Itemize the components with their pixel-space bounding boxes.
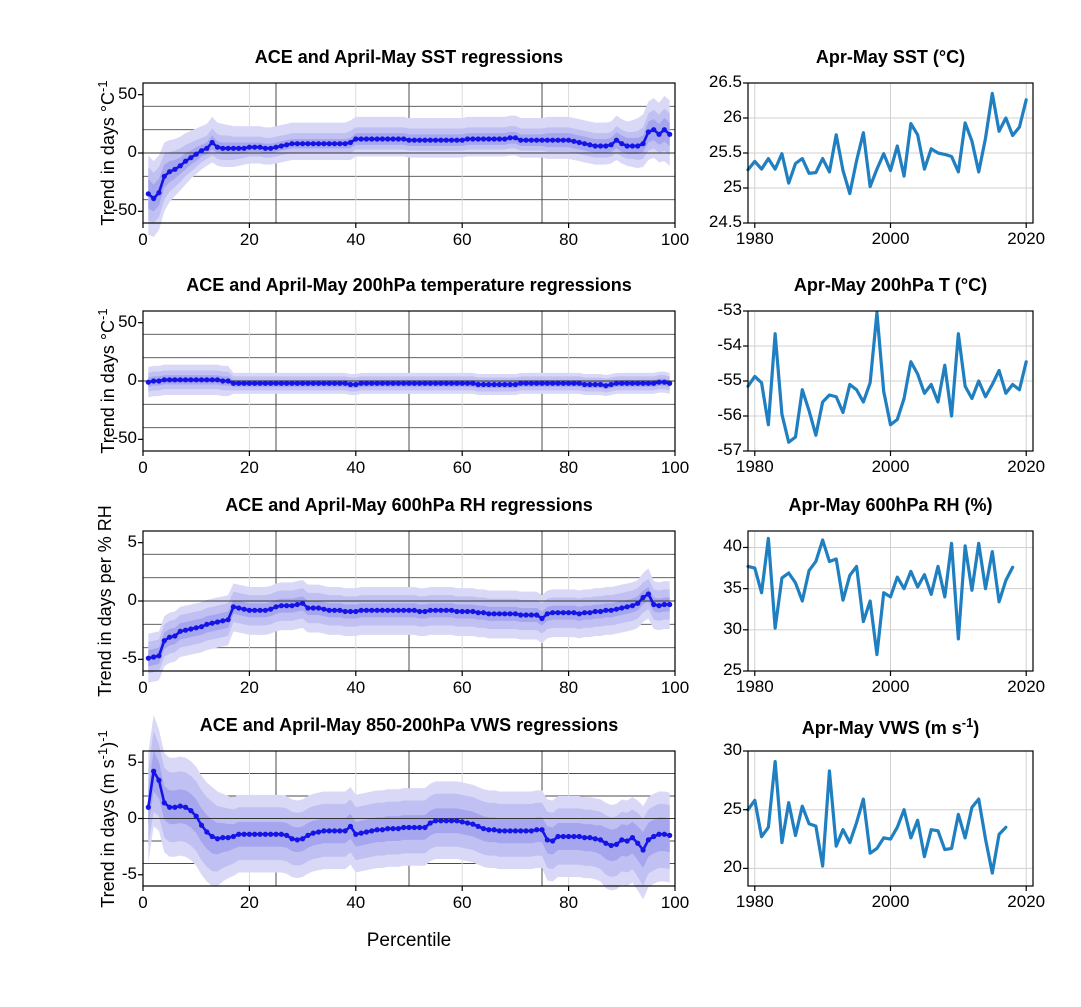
y-tick-label: -55 <box>717 370 742 389</box>
y-tick-label: 5 <box>127 751 137 771</box>
y-tick-label: -50 <box>112 428 137 448</box>
y-tick-label: -56 <box>717 405 742 424</box>
regression-plot-area <box>138 310 676 456</box>
y-tick-label: -5 <box>121 863 137 883</box>
x-tick-label: 0 <box>138 458 148 477</box>
x-tick-label: 0 <box>138 893 148 912</box>
y-tick-label: 26 <box>723 107 742 126</box>
x-tick-label: 40 <box>346 893 366 912</box>
y-tick-label: 24.5 <box>708 212 742 231</box>
x-tick-label: 2000 <box>871 677 910 696</box>
regression-panel-title-4: ACE and April-May 850-200hPa VWS regress… <box>199 715 619 735</box>
regression-panel-title-1: ACE and April-May SST regressions <box>254 47 564 67</box>
timeseries-panel-title-3: Apr-May 600hPa RH (%) <box>788 495 993 515</box>
timeseries-plot-area <box>743 750 1034 891</box>
y-tick-label: 26.5 <box>708 72 742 91</box>
regression-ylabel-4: Trend in days (m s-1)-1 <box>95 729 118 908</box>
x-tick-label: 80 <box>559 678 579 697</box>
x-tick-label: 20 <box>239 230 259 249</box>
x-tick-label: 1980 <box>735 229 774 248</box>
y-tick-label: -50 <box>112 200 137 220</box>
timeseries-panel-title-1: Apr-May SST (°C) <box>815 47 966 67</box>
y-tick-label: 5 <box>127 531 137 551</box>
x-tick-label: 0 <box>138 230 148 249</box>
timeseries-panel-title-2: Apr-May 200hPa T (°C) <box>793 275 988 295</box>
y-tick-label: 0 <box>127 370 137 389</box>
y-tick-label: 50 <box>118 311 137 331</box>
y-tick-label: -54 <box>717 335 742 354</box>
x-tick-label: 2020 <box>1007 229 1046 248</box>
y-tick-label: 30 <box>723 740 742 759</box>
y-tick-label: 35 <box>723 577 742 597</box>
x-tick-label: 2000 <box>871 892 910 911</box>
regression-plot-area <box>138 82 676 237</box>
x-tick-label: 40 <box>346 230 366 249</box>
x-tick-label: 20 <box>239 458 259 477</box>
shared-xlabel: Percentile <box>366 930 452 951</box>
x-tick-label: 40 <box>346 678 366 697</box>
x-tick-label: 40 <box>346 458 366 477</box>
x-tick-label: 1980 <box>735 892 774 911</box>
regression-plot-area <box>138 530 676 683</box>
x-tick-label: 80 <box>559 230 579 249</box>
timeseries-plot-area <box>743 530 1034 676</box>
x-tick-label: 80 <box>559 458 579 477</box>
x-tick-label: 100 <box>660 458 690 477</box>
x-tick-label: 60 <box>452 678 472 697</box>
x-tick-label: 60 <box>452 230 472 249</box>
timeseries-panel-title-4: Apr-May VWS (m s-1) <box>801 715 980 738</box>
regression-ylabel-1: Trend in days °C-1 <box>95 80 118 226</box>
y-tick-label: 20 <box>723 857 742 877</box>
x-tick-label: 100 <box>660 230 690 249</box>
y-tick-label: 25.5 <box>708 142 742 161</box>
x-tick-label: 2000 <box>871 457 910 476</box>
y-tick-label: -53 <box>717 300 742 319</box>
regression-ylabel-2: Trend in days °C-1 <box>95 308 118 454</box>
x-tick-label: 2020 <box>1007 892 1046 911</box>
regression-panel-title-3: ACE and April-May 600hPa RH regressions <box>225 495 593 515</box>
regression-panel-title-2: ACE and April-May 200hPa temperature reg… <box>186 275 632 295</box>
x-tick-label: 100 <box>660 678 690 697</box>
y-tick-label: 25 <box>723 798 742 818</box>
x-tick-label: 2000 <box>871 229 910 248</box>
x-tick-label: 0 <box>138 678 148 697</box>
y-tick-label: 0 <box>127 807 137 827</box>
x-tick-label: 2020 <box>1007 677 1046 696</box>
x-tick-label: 1980 <box>735 677 774 696</box>
y-tick-label: 0 <box>127 590 137 609</box>
x-tick-label: 20 <box>239 893 259 912</box>
x-tick-label: 60 <box>452 458 472 477</box>
regression-plot-area <box>138 715 676 900</box>
y-tick-label: 0 <box>127 142 137 161</box>
y-tick-label: 25 <box>723 177 742 196</box>
y-tick-label: -5 <box>121 648 137 668</box>
y-tick-label: 30 <box>723 618 742 638</box>
y-tick-label: 50 <box>118 83 137 103</box>
x-tick-label: 20 <box>239 678 259 697</box>
x-tick-label: 1980 <box>735 457 774 476</box>
y-tick-label: 25 <box>723 660 742 679</box>
x-tick-label: 80 <box>559 893 579 912</box>
timeseries-plot-area <box>743 82 1034 228</box>
x-tick-label: 60 <box>452 893 472 912</box>
y-tick-label: 40 <box>723 536 742 556</box>
y-tick-label: -57 <box>717 440 742 459</box>
timeseries-plot-area <box>743 310 1034 456</box>
x-tick-label: 2020 <box>1007 457 1046 476</box>
x-tick-label: 100 <box>660 893 690 912</box>
regression-ylabel-3: Trend in days per % RH <box>95 505 115 697</box>
